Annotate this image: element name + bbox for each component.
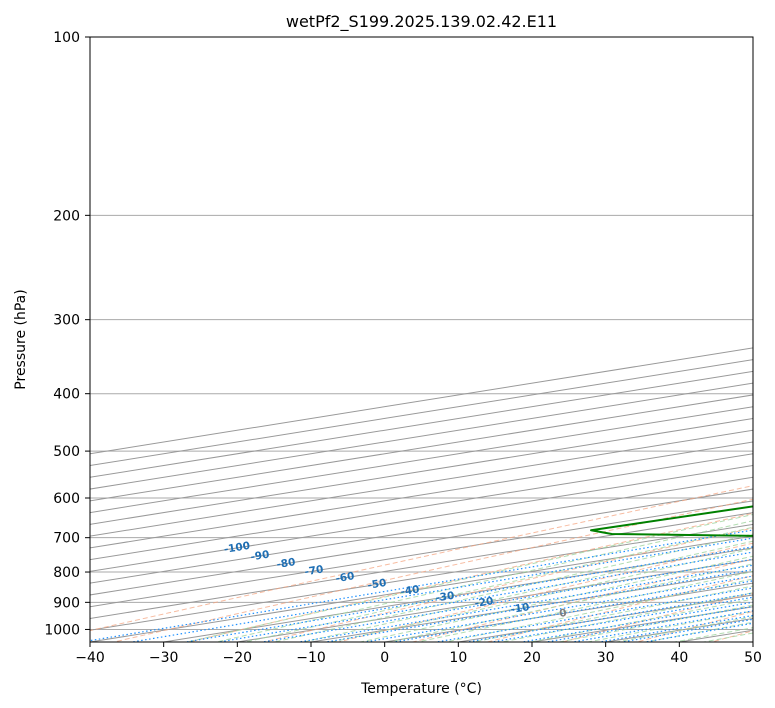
isotherm-label: -40 [400, 583, 421, 598]
x-tick-label: 50 [744, 650, 762, 666]
x-tick-label: −40 [75, 650, 105, 666]
isotherm-line [90, 488, 753, 596]
moist-adiabat-line [272, 533, 753, 642]
dry-adiabat-line [111, 498, 753, 642]
x-tick-label: −30 [149, 650, 179, 666]
y-tick-label: 900 [53, 595, 80, 611]
isotherm-label: 0 [558, 607, 567, 620]
isotherm-label: -30 [435, 590, 456, 605]
x-tick-label: 30 [597, 650, 615, 666]
y-tick-label: 200 [53, 208, 80, 224]
mixing-ratio-line [361, 575, 753, 642]
line-labels: -100-90-80-70-60-50-40-30-20-1000.10.20.… [223, 540, 567, 620]
plot-frame [89, 36, 754, 643]
y-tick-label: 400 [53, 387, 80, 403]
moist-adiabat-line [471, 585, 753, 642]
axes: −40 −30 −20 −10 0 10 20 30 40 5010009008007006005… [44, 30, 762, 666]
y-tick-label: 300 [53, 313, 80, 329]
mixing-ratio-line [488, 596, 753, 642]
dry-adiabat-line [261, 527, 753, 642]
isotherm-line [90, 500, 753, 608]
x-tick-label: 20 [523, 650, 541, 666]
moist-adiabat-line [301, 540, 753, 642]
isotherm-line [90, 465, 753, 572]
y-tick-label: 600 [53, 491, 80, 507]
dry-adiabat-line [336, 542, 753, 642]
x-axis-title: Temperature (°C) [360, 681, 482, 697]
isotherm-line [90, 453, 753, 561]
x-tick-label: 0 [380, 650, 389, 666]
isotherm-label: -100 [223, 540, 251, 556]
isotherm-label: -90 [250, 549, 271, 564]
y-tick-label: 800 [53, 565, 80, 581]
isotherm-label: -50 [367, 577, 388, 592]
isotherm-label: -20 [474, 595, 495, 610]
x-tick-label: 10 [449, 650, 467, 666]
y-tick-label: 500 [53, 444, 80, 460]
isotherm-line [160, 547, 753, 642]
plot-area [90, 37, 753, 642]
mixing-ratio-line [182, 546, 753, 642]
isotherm-label: -10 [510, 601, 531, 616]
isotherm-label: -60 [335, 570, 356, 585]
x-tick-label: 40 [670, 650, 688, 666]
chart-title: wetPf2_S199.2025.139.02.42.E11 [286, 12, 557, 32]
mixing-ratio-line [295, 564, 753, 642]
x-tick-label: −10 [296, 650, 326, 666]
moist-adiabat-line [528, 598, 753, 642]
isotherm-line [90, 476, 753, 584]
dry-adiabat-line [90, 485, 753, 632]
y-tick-label: 1000 [44, 622, 80, 638]
y-axis-title: Pressure (hPa) [13, 289, 29, 389]
isotherm-label: -70 [304, 563, 325, 578]
moist-adiabat-line [414, 571, 753, 642]
dry-adiabat-line [186, 512, 753, 642]
isotherm-line [90, 535, 753, 642]
x-tick-label: −20 [223, 650, 253, 666]
mixing-ratio-line [432, 587, 753, 642]
y-tick-label: 100 [53, 30, 80, 46]
moist-adiabat-line [243, 526, 753, 642]
moist-adiabat-line [556, 604, 753, 642]
mixing-ratio-line [390, 580, 753, 642]
moist-adiabat-line [358, 555, 753, 642]
isotherm-label: -80 [276, 556, 297, 571]
y-tick-label: 700 [53, 531, 80, 547]
mixing-ratio-line [463, 592, 753, 642]
mixing-ratio-line [90, 529, 753, 642]
